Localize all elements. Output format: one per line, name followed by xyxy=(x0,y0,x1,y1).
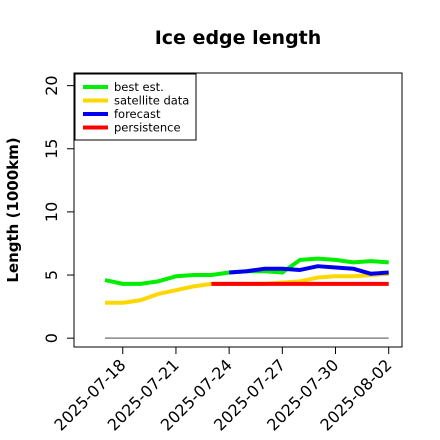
legend-label: persistence xyxy=(114,121,181,135)
legend-label: forecast xyxy=(114,107,161,121)
y-axis: 0 5 10 15 20 xyxy=(42,75,75,343)
series-line-forecast xyxy=(228,264,389,276)
y-axis-label: Length (1000km) xyxy=(4,137,22,282)
y-tick-label: 0 xyxy=(42,333,61,343)
x-axis: 2025-07-182025-07-212025-07-242025-07-27… xyxy=(50,346,396,435)
y-tick-label: 5 xyxy=(42,270,61,280)
series-layer xyxy=(104,256,389,339)
series-line-satellite-data xyxy=(105,271,389,305)
y-tick-label: 15 xyxy=(42,139,61,159)
legend-label: best est. xyxy=(114,80,164,94)
y-tick-label: 20 xyxy=(42,75,61,95)
legend: best est.satellite dataforecastpersisten… xyxy=(74,73,197,141)
chart-title: Ice edge length xyxy=(155,27,322,49)
legend-label: satellite data xyxy=(114,94,189,108)
y-tick-label: 10 xyxy=(42,202,61,222)
